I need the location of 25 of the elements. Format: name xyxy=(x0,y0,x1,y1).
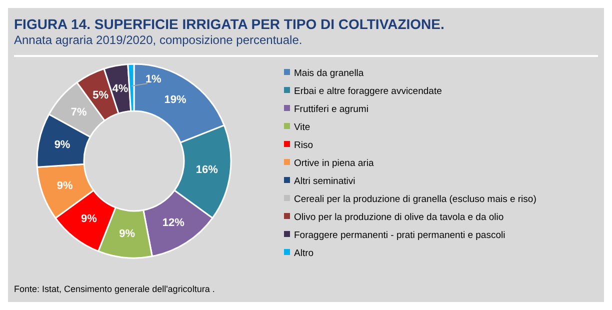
legend-label: Cereali per la produzione di granella (escluso mais e riso) xyxy=(294,194,536,205)
source-note: Fonte: Istat, Censimento generale dell'agricoltura . xyxy=(14,284,215,294)
data-label: 9% xyxy=(81,213,98,226)
data-label: 9% xyxy=(56,180,74,192)
legend-label: Riso xyxy=(294,140,314,151)
legend-label: Ortive in piena aria xyxy=(294,158,374,169)
legend-label: Fruttiferi e agrumi xyxy=(294,104,368,115)
legend-label: Mais da granella xyxy=(294,68,364,79)
legend-label: Olivo per la produzione di olive da tavola e da olio xyxy=(294,212,504,223)
legend-label: Vite xyxy=(294,122,310,133)
legend-label: Erbai e altre foraggere avvicendate xyxy=(294,86,442,97)
data-label: 12% xyxy=(162,217,185,230)
data-label: 5% xyxy=(92,90,109,102)
data-label: 7% xyxy=(70,106,88,118)
data-label: 9% xyxy=(54,138,70,151)
data-label: 19% xyxy=(164,94,187,106)
chart-title: FIGURA 14. SUPERFICIE IRRIGATA PER TIPO DI COLTIVAZIONE. xyxy=(14,16,446,32)
data-label: 4% xyxy=(112,82,128,95)
chart-subtitle: Annata agraria 2019/2020, composizione percentuale. xyxy=(14,33,304,47)
legend-label: Foraggere permanenti - prati permanenti e pascoli xyxy=(294,230,506,241)
data-label: 9% xyxy=(119,228,136,240)
legend-label: Altro xyxy=(294,248,314,259)
data-label: 1% xyxy=(145,74,162,86)
legend-label: Altri seminativi xyxy=(294,176,356,187)
data-label: 16% xyxy=(196,164,218,176)
